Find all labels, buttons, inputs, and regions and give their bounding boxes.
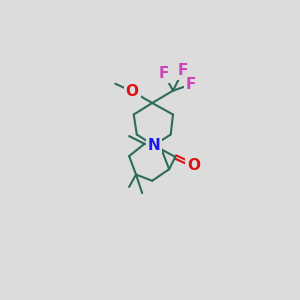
Text: O: O <box>187 158 200 173</box>
Text: F: F <box>159 66 169 81</box>
Text: F: F <box>178 63 188 78</box>
Text: N: N <box>147 138 160 153</box>
Text: F: F <box>185 77 196 92</box>
Text: O: O <box>126 84 139 99</box>
